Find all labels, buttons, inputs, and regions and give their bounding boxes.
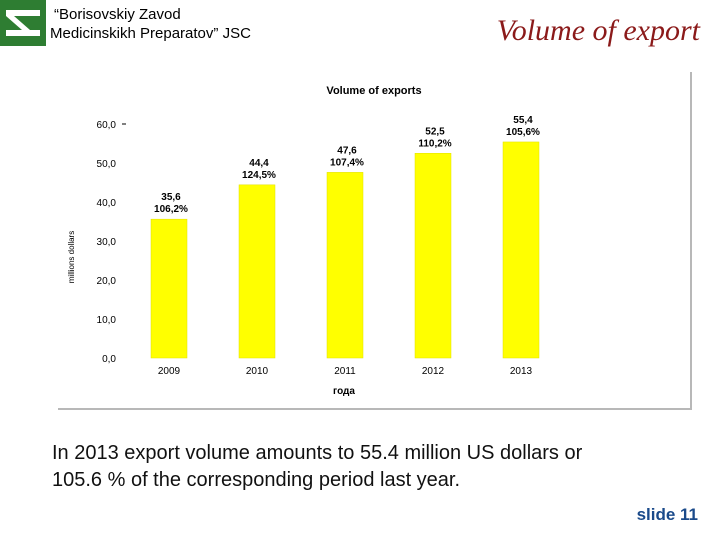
bar-value-label: 55,4: [513, 115, 533, 126]
y-tick-label: 50,0: [97, 159, 117, 170]
bar-value-label: 47,6: [337, 145, 357, 156]
bar-2010: [238, 184, 276, 359]
x-tick-label: 2013: [510, 366, 533, 377]
bar-value-label: 35,6: [161, 192, 181, 203]
x-tick-label: 2012: [422, 366, 445, 377]
x-tick-label: 2009: [158, 366, 181, 377]
bar-value-label: 52,5: [425, 126, 445, 137]
bar-growth-label: 107,4%: [330, 157, 364, 168]
slide-number: slide 11: [636, 505, 698, 524]
y-axis-label: millions dollars: [67, 231, 76, 283]
y-tick-label: 60,0: [97, 120, 117, 131]
chart-container: Volume of exports millions dollars 0,0 10,0…: [58, 72, 692, 410]
y-tick-label: 20,0: [97, 276, 117, 287]
bar-growth-label: 110,2%: [418, 138, 451, 149]
company-name-line1: “Borisovskiy Zavod: [54, 6, 181, 23]
bar-value-label: 44,4: [249, 158, 269, 169]
bar-2011: [326, 172, 364, 359]
slide-title: Volume of export: [496, 14, 700, 47]
company-name: “Borisovskiy Zavod Medicinskikh Preparat…: [50, 5, 251, 43]
bar-growth-label: 105,6%: [506, 127, 540, 138]
bar-growth-label: 124,5%: [242, 170, 276, 181]
y-tick-label: 30,0: [97, 237, 117, 248]
bar-2009: [150, 218, 188, 359]
y-tick-label: 40,0: [97, 198, 117, 209]
chart-title: Volume of exports: [326, 85, 421, 97]
bar-2012: [414, 153, 452, 359]
x-tick-label: 2011: [334, 366, 356, 377]
company-logo-icon: [0, 0, 46, 46]
x-tick-label: 2010: [246, 366, 269, 377]
x-axis-label: года: [333, 386, 355, 397]
caption-text: In 2013 export volume amounts to 55.4 mi…: [52, 442, 583, 491]
bar-2013: [502, 141, 540, 359]
y-tick-label: 0,0: [102, 354, 116, 365]
export-volume-chart: Volume of exports millions dollars 0,0 10,0…: [67, 85, 540, 397]
bar-growth-label: 106,2%: [154, 204, 188, 215]
company-name-line2: Medicinskikh Preparatov” JSC: [50, 25, 251, 42]
y-tick-label: 10,0: [97, 315, 117, 326]
